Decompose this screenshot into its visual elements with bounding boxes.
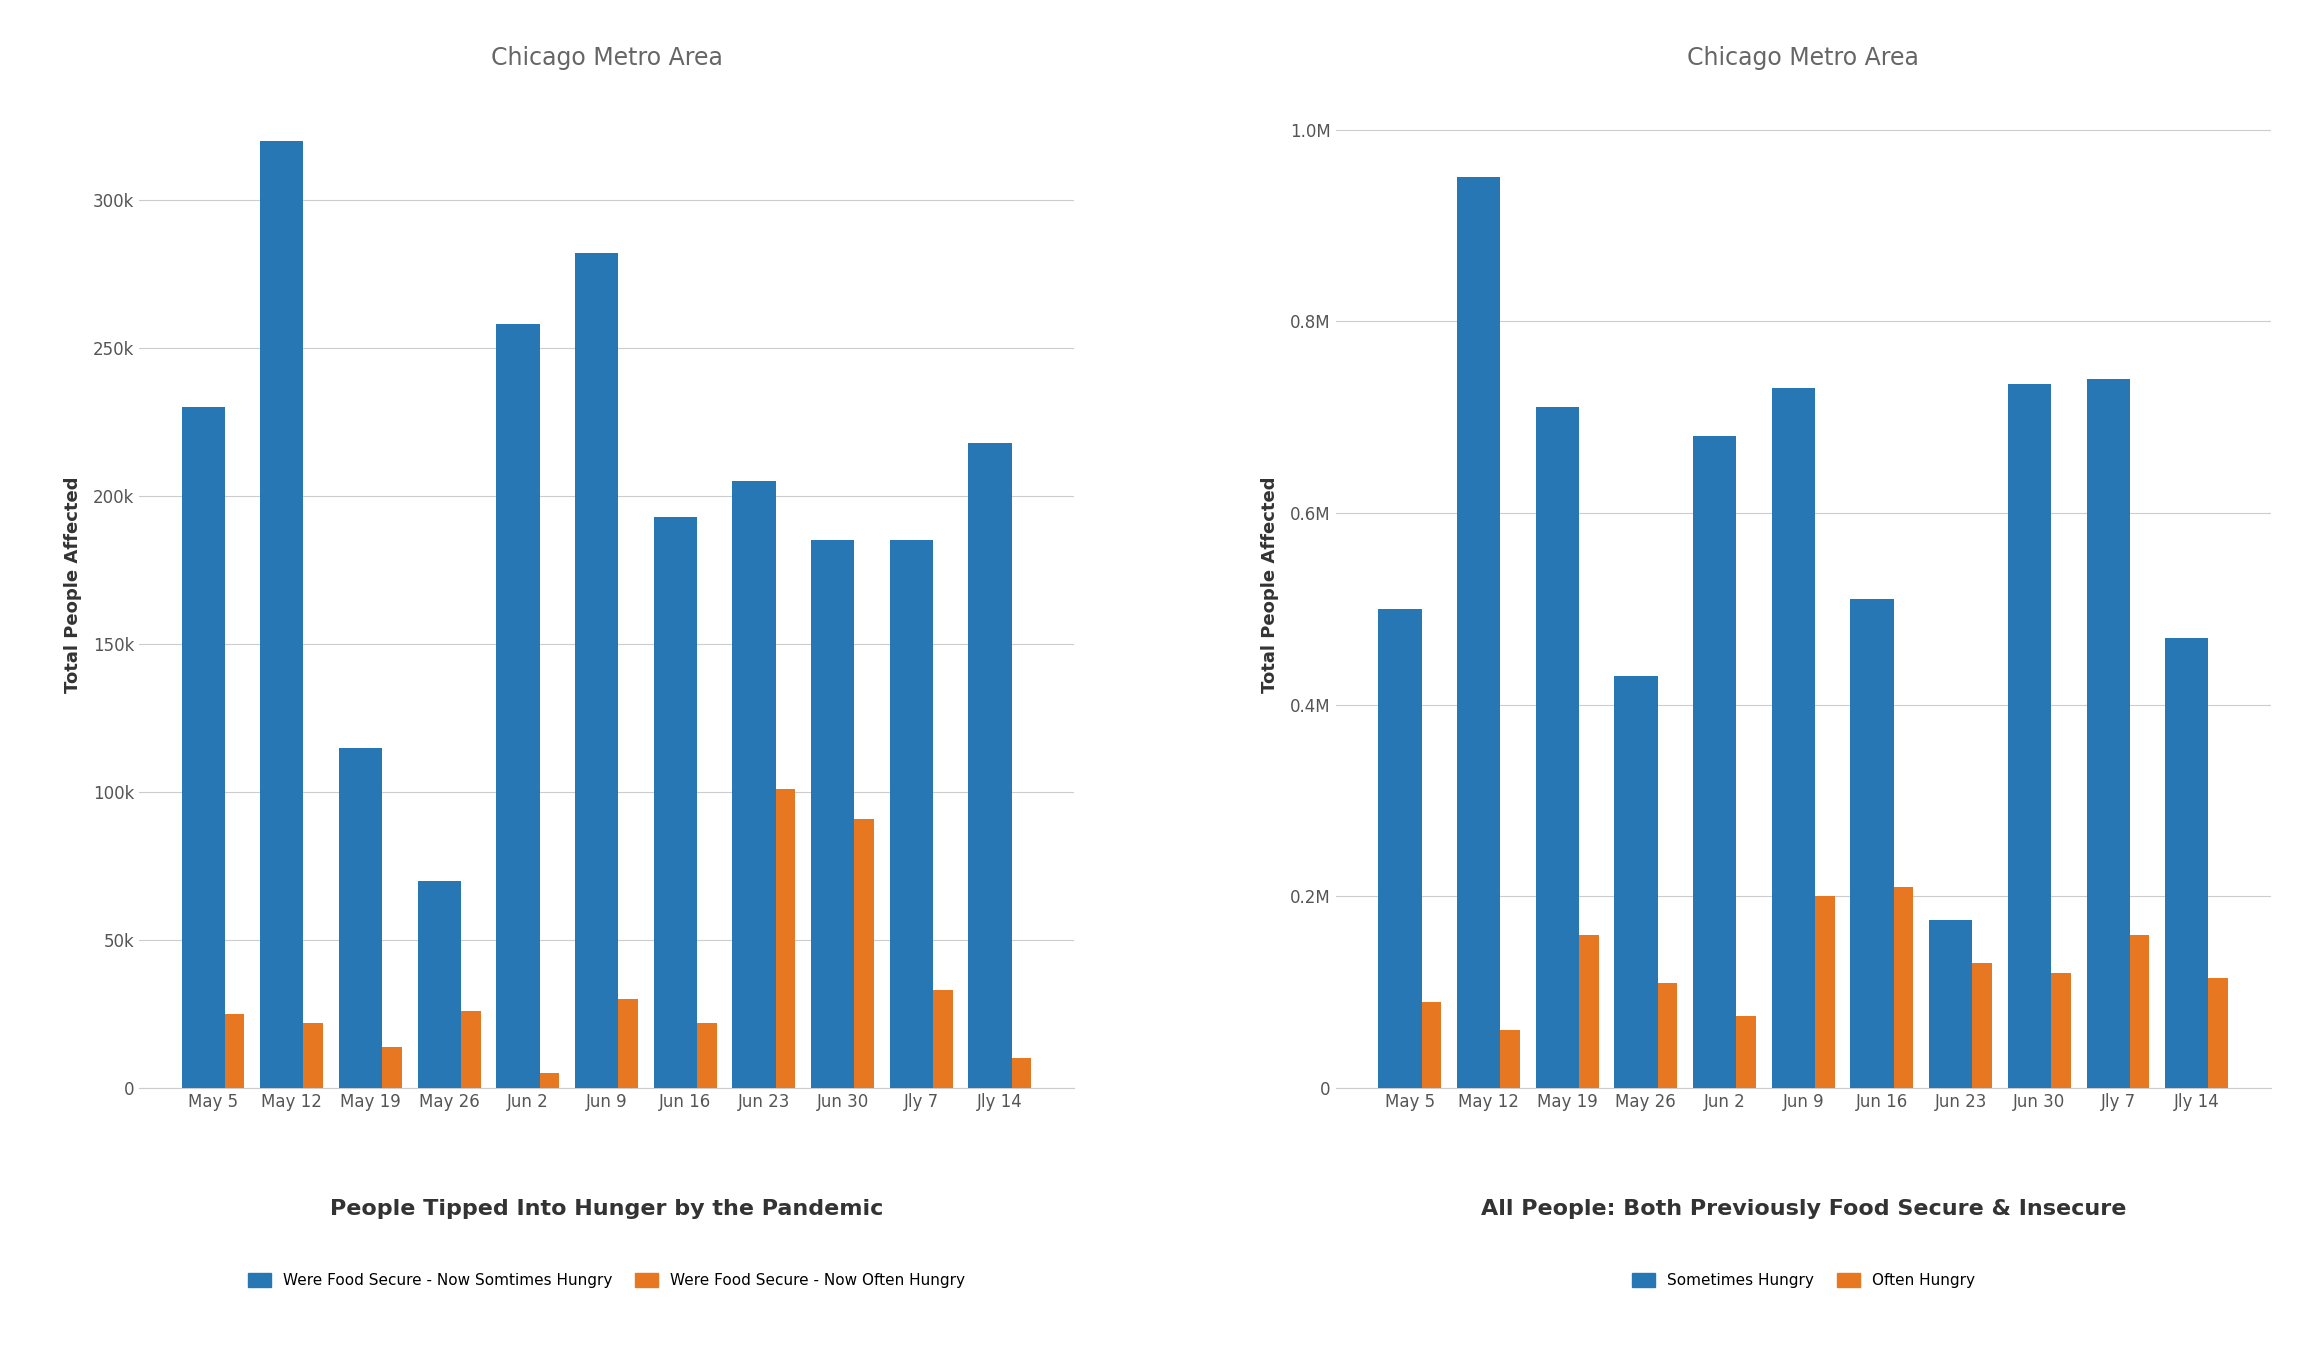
Bar (1893, 887, 1914, 1088)
Bar (2009, 384, 2051, 1088)
Bar (496, 324, 540, 1088)
Bar (2208, 978, 2229, 1088)
Legend: Were Food Secure - Now Somtimes Hungry, Were Food Secure - Now Often Hungry: Were Food Secure - Now Somtimes Hungry, … (241, 1266, 971, 1293)
Bar (2051, 972, 2071, 1088)
Bar (776, 789, 795, 1088)
Bar (1657, 982, 1678, 1088)
Bar (417, 881, 461, 1088)
Bar (653, 517, 697, 1088)
Y-axis label: Total People Affected: Total People Affected (63, 476, 81, 694)
Bar (855, 819, 874, 1088)
Bar (969, 443, 1013, 1088)
Bar (619, 1000, 637, 1088)
Bar (2129, 934, 2150, 1088)
Title: Chicago Metro Area: Chicago Metro Area (1687, 46, 1918, 69)
Bar (1423, 1002, 1441, 1088)
Bar (1930, 921, 1972, 1088)
Bar (575, 253, 619, 1088)
Bar (2164, 638, 2208, 1088)
Bar (181, 407, 225, 1088)
Legend: Sometimes Hungry, Often Hungry: Sometimes Hungry, Often Hungry (1627, 1266, 1981, 1293)
Bar (934, 990, 952, 1088)
Bar (1536, 408, 1578, 1088)
Bar (338, 748, 382, 1088)
Bar (225, 1015, 246, 1088)
Bar (1694, 437, 1735, 1088)
Bar (1814, 896, 1835, 1088)
Bar (1972, 963, 1993, 1088)
Bar (732, 481, 776, 1088)
Bar (697, 1023, 716, 1088)
Bar (540, 1073, 558, 1088)
Bar (1735, 1016, 1756, 1088)
Bar (2088, 378, 2129, 1088)
Bar (1773, 389, 1814, 1088)
Title: Chicago Metro Area: Chicago Metro Area (491, 46, 723, 69)
Bar (1013, 1058, 1031, 1088)
Bar (260, 141, 304, 1088)
Bar (1578, 934, 1599, 1088)
Bar (1615, 676, 1657, 1088)
Bar (890, 540, 934, 1088)
Text: All People: Both Previously Food Secure & Insecure: All People: Both Previously Food Secure … (1481, 1198, 2127, 1219)
Text: People Tipped Into Hunger by the Pandemic: People Tipped Into Hunger by the Pandemi… (329, 1198, 883, 1219)
Bar (811, 540, 855, 1088)
Y-axis label: Total People Affected: Total People Affected (1260, 476, 1279, 694)
Bar (382, 1047, 401, 1088)
Bar (461, 1010, 480, 1088)
Bar (1851, 600, 1893, 1088)
Bar (1379, 609, 1423, 1088)
Bar (1499, 1031, 1520, 1088)
Bar (304, 1023, 322, 1088)
Bar (1457, 177, 1499, 1088)
